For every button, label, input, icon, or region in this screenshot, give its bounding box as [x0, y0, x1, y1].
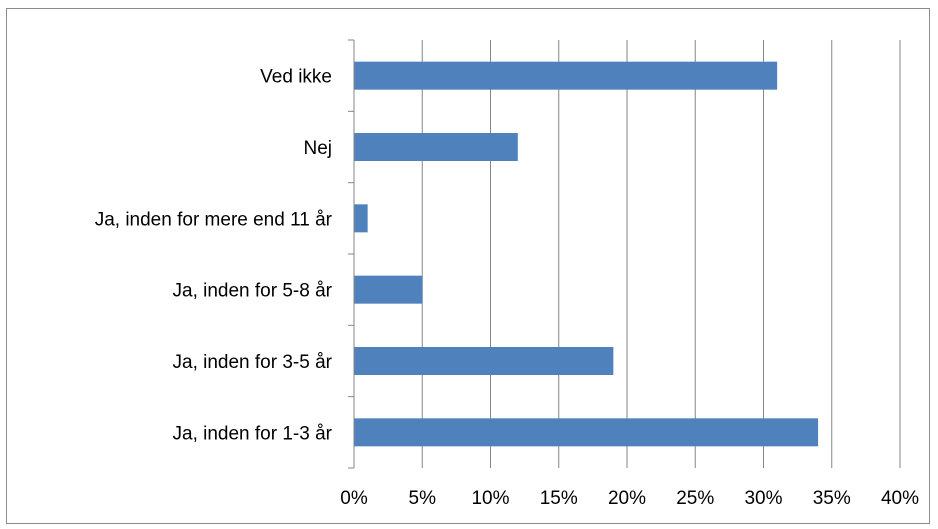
- labels: 0% 5% 10% 15% 20% 25% 30% 35% 40% Ved ikke Nej Ja, …: [95, 67, 919, 509]
- x-tick-label-0: 0%: [340, 488, 368, 509]
- x-tick-label-3: 15%: [540, 488, 578, 509]
- bar-4: [354, 347, 614, 375]
- x-tick-label-8: 40%: [881, 488, 919, 509]
- bar-2: [354, 204, 368, 233]
- category-label-3: Ja, inden for 5-8 år: [173, 281, 333, 302]
- category-label-0: Ved ikke: [260, 67, 332, 88]
- bar-5: [354, 418, 819, 447]
- gridlines: [421, 40, 901, 468]
- axes: [348, 39, 355, 469]
- x-tick-label-2: 10%: [471, 488, 509, 509]
- category-label-4: Ja, inden for 3-5 år: [173, 352, 333, 373]
- bar-0: [354, 61, 778, 90]
- bars: [354, 61, 819, 447]
- x-tick-label-5: 25%: [676, 488, 714, 509]
- x-tick-label-1: 5%: [409, 488, 437, 509]
- x-tick-label-7: 35%: [813, 488, 851, 509]
- category-label-1: Nej: [303, 138, 332, 159]
- category-label-2: Ja, inden for mere end 11 år: [95, 209, 333, 230]
- x-tick-label-4: 20%: [608, 488, 646, 509]
- bar-1: [354, 133, 518, 161]
- x-tick-label-6: 30%: [744, 488, 782, 509]
- bar-3: [354, 275, 423, 304]
- category-label-5: Ja, inden for 1-3 år: [173, 423, 333, 444]
